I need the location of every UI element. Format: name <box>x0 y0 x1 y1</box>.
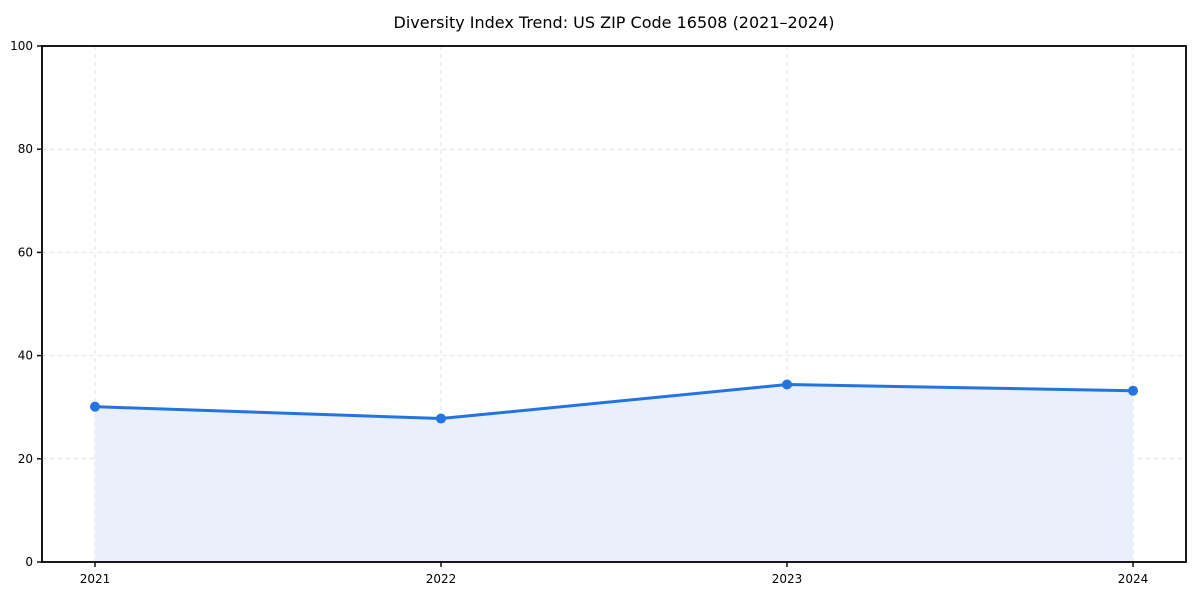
data-point-marker <box>782 379 792 390</box>
y-tick-label: 20 <box>18 452 33 466</box>
trend-line <box>93 382 1135 421</box>
y-tick-label: 40 <box>18 349 33 363</box>
y-tick-label: 100 <box>10 39 33 53</box>
data-point-marker <box>1128 385 1138 396</box>
x-tick-label: 2022 <box>426 572 457 586</box>
data-point-marker <box>436 413 446 424</box>
plot-border <box>41 45 1187 563</box>
y-tick-label: 80 <box>18 142 33 156</box>
x-tick-label: 2021 <box>80 572 111 586</box>
x-tick-label: 2024 <box>1118 572 1149 586</box>
data-point-marker <box>90 401 100 412</box>
y-tick-label: 60 <box>18 245 33 259</box>
area-fill <box>95 384 1133 562</box>
y-tick-label: 0 <box>25 555 33 569</box>
x-tick-label: 2023 <box>772 572 803 586</box>
chart-title: Diversity Index Trend: US ZIP Code 16508… <box>393 13 835 32</box>
